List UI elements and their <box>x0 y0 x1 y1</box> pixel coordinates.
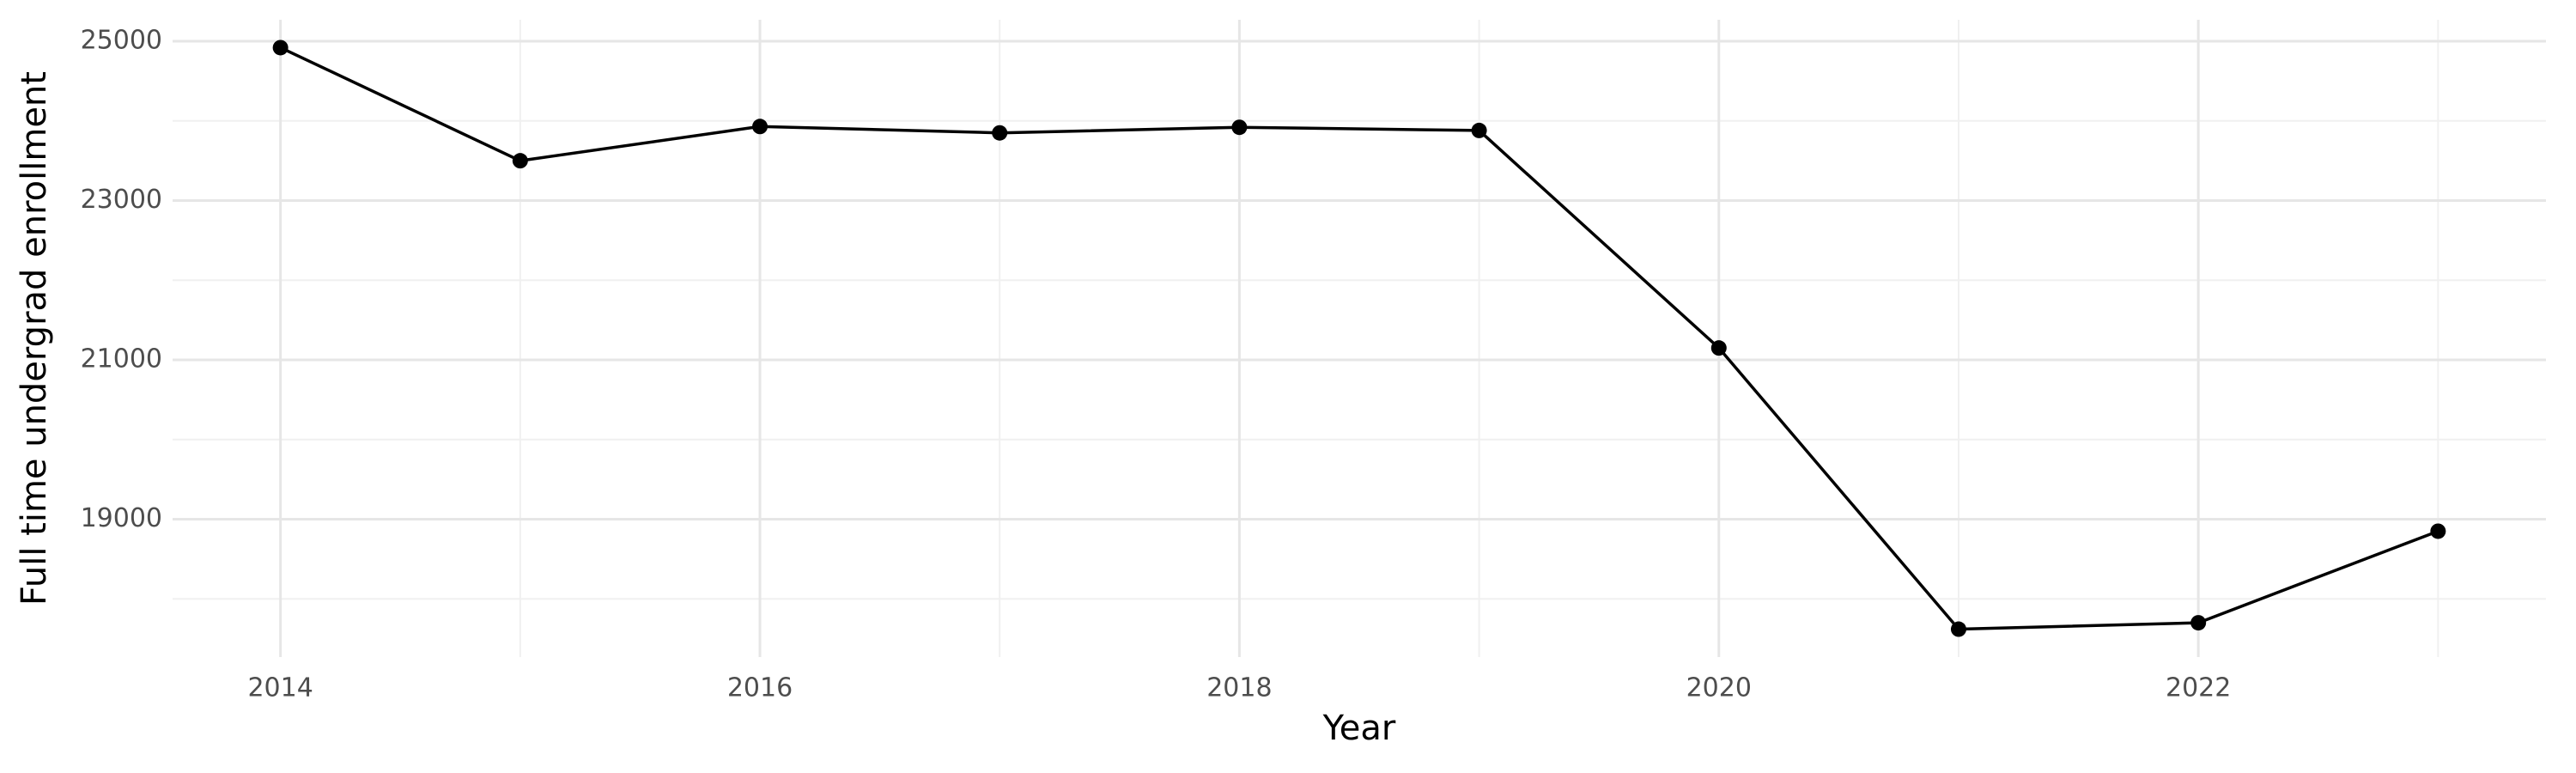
point <box>752 119 769 135</box>
y-tick-label: 19000 <box>81 503 162 533</box>
x-tick-label: 2020 <box>1686 673 1752 703</box>
point <box>512 153 528 169</box>
y-tick-label: 23000 <box>81 185 162 215</box>
point <box>2190 615 2207 631</box>
point <box>2430 523 2446 539</box>
point <box>992 125 1008 141</box>
point <box>1710 340 1727 356</box>
point <box>1471 122 1487 138</box>
y-tick-label: 21000 <box>81 344 162 374</box>
x-tick-label: 2016 <box>727 673 793 703</box>
x-tick-label: 2022 <box>2166 673 2231 703</box>
line <box>279 46 2439 631</box>
y-axis-title: Full time undergrad enrollment <box>15 71 54 606</box>
point <box>272 40 289 56</box>
point <box>1231 119 1248 136</box>
x-axis-title: Year <box>1322 709 1396 748</box>
point <box>1950 621 1966 637</box>
x-tick-label: 2014 <box>247 673 313 703</box>
y-tick-label: 25000 <box>81 26 162 56</box>
x-tick-label: 2018 <box>1206 673 1272 703</box>
